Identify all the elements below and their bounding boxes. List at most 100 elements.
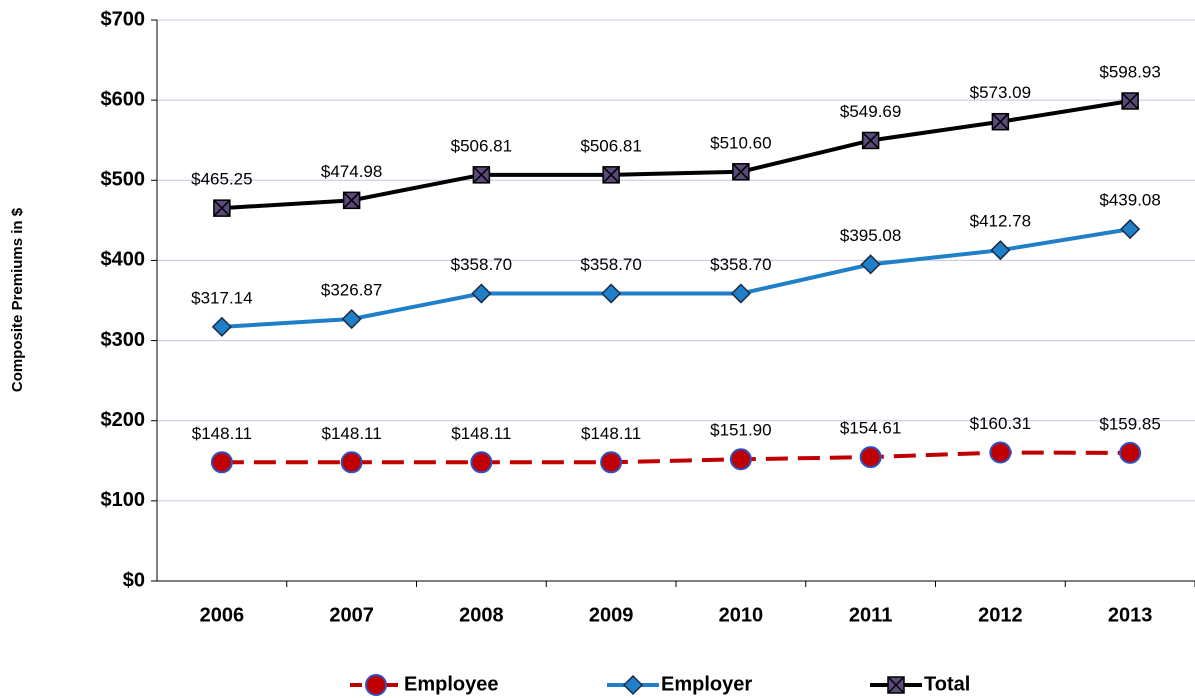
x-tick-label: 2013 — [1108, 604, 1153, 626]
marker-shape — [470, 451, 493, 474]
x-tick-label: 2011 — [849, 604, 892, 626]
data-point — [1121, 92, 1139, 110]
data-label: $358.70 — [580, 255, 641, 274]
legend-marker — [887, 676, 905, 694]
data-point — [472, 166, 491, 184]
data-label: $573.09 — [970, 83, 1031, 102]
data-point — [471, 283, 492, 304]
data-label: $160.31 — [970, 414, 1031, 433]
marker-shape — [990, 240, 1011, 261]
marker-shape — [989, 441, 1012, 464]
series-line — [221, 99, 1131, 211]
legend-marker — [622, 674, 644, 696]
data-point — [860, 254, 881, 275]
marker-shape — [211, 316, 232, 337]
marker-shape — [343, 191, 361, 209]
data-point — [600, 451, 623, 474]
marker-shape — [341, 308, 362, 330]
x-tick-label: 2006 — [200, 604, 245, 626]
y-tick-label: $300 — [101, 329, 146, 351]
y-axis-title: Composite Premiums in $ — [9, 207, 26, 392]
series-line — [221, 227, 1131, 329]
marker-shape — [862, 131, 880, 149]
y-tick-label: $700 — [101, 8, 146, 30]
marker-shape — [1120, 219, 1141, 240]
y-tick-label: $400 — [101, 249, 146, 271]
y-tick-label: $200 — [101, 409, 146, 431]
data-point — [213, 199, 231, 217]
y-tick-label: $0 — [123, 569, 145, 591]
marker-shape — [991, 113, 1009, 131]
series-line — [221, 450, 1131, 465]
y-tick-label: $600 — [101, 88, 146, 110]
data-label: $549.69 — [840, 102, 901, 121]
data-point — [602, 166, 620, 184]
marker-shape — [602, 166, 620, 184]
marker-shape — [860, 254, 881, 275]
marker-shape — [213, 199, 231, 217]
data-label: $439.08 — [1099, 191, 1160, 210]
data-point — [211, 316, 232, 337]
legend-label: Employee — [404, 673, 498, 695]
marker-shape — [1119, 441, 1142, 464]
y-tick-label: $100 — [101, 489, 146, 511]
data-point — [1120, 219, 1141, 240]
data-label: $148.11 — [451, 424, 511, 443]
legend-label: Employer — [661, 673, 752, 695]
data-point — [991, 112, 1010, 131]
data-label: $395.08 — [840, 226, 901, 245]
data-label: $358.70 — [451, 255, 512, 274]
data-label: $506.81 — [580, 136, 641, 155]
x-tick-label: 2009 — [589, 604, 634, 626]
y-tick-label: $500 — [101, 169, 146, 191]
marker-shape — [732, 163, 750, 181]
marker-shape — [365, 674, 387, 696]
data-point — [341, 308, 362, 330]
data-point — [342, 191, 361, 210]
data-point — [210, 451, 233, 474]
marker-shape — [472, 166, 490, 184]
data-point — [861, 131, 880, 150]
data-label: $474.98 — [321, 162, 382, 181]
data-point — [601, 283, 622, 304]
x-tick-label: 2010 — [719, 604, 764, 626]
marker-shape — [600, 451, 623, 474]
data-point — [732, 163, 750, 181]
data-point — [859, 446, 882, 469]
x-tick-label: 2008 — [459, 604, 504, 626]
data-point — [989, 441, 1012, 464]
legend-marker — [365, 674, 387, 696]
x-tick-label: 2007 — [329, 604, 374, 626]
data-label: $154.61 — [840, 419, 901, 438]
marker-shape — [340, 451, 363, 474]
data-label: $412.78 — [970, 212, 1031, 231]
data-label: $148.11 — [192, 424, 252, 443]
data-label: $358.70 — [710, 255, 771, 274]
data-label: $326.87 — [321, 281, 382, 300]
data-label: $151.90 — [710, 421, 771, 440]
data-label: $465.25 — [191, 170, 252, 189]
data-label: $510.60 — [710, 133, 771, 152]
data-point — [729, 448, 752, 471]
data-point — [470, 451, 493, 474]
marker-shape — [887, 676, 905, 694]
marker-shape — [210, 451, 233, 474]
data-point — [1119, 441, 1142, 464]
marker-shape — [601, 283, 622, 304]
data-label: $159.85 — [1099, 414, 1160, 433]
legend-label: Total — [924, 673, 970, 695]
marker-shape — [729, 448, 752, 471]
data-label: $148.11 — [581, 424, 641, 443]
data-point — [340, 451, 363, 474]
data-point — [730, 283, 751, 304]
marker-shape — [1121, 92, 1139, 110]
data-point — [990, 240, 1011, 261]
data-label: $506.81 — [451, 136, 512, 155]
marker-shape — [471, 283, 492, 304]
marker-shape — [859, 446, 882, 469]
data-label: $317.14 — [191, 288, 252, 307]
data-label: $148.11 — [322, 424, 382, 443]
data-label: $598.93 — [1099, 62, 1160, 81]
marker-shape — [730, 283, 751, 304]
